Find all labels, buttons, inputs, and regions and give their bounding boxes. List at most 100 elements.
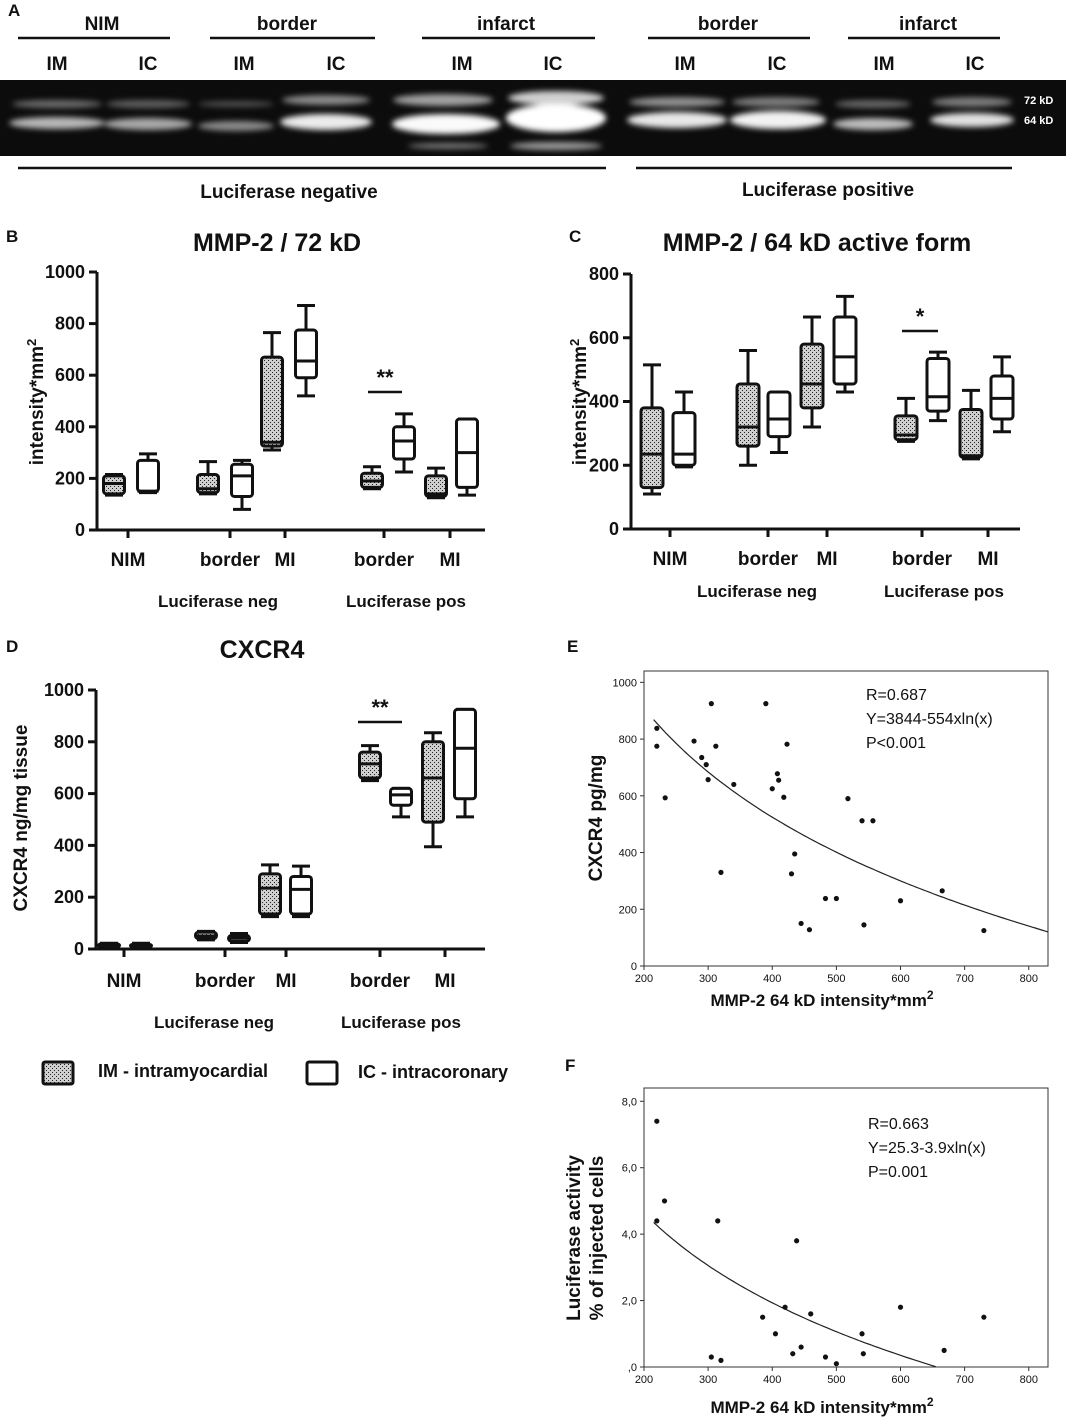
- data-point: [870, 818, 876, 824]
- data-point: [654, 725, 660, 731]
- data-point: [939, 888, 945, 894]
- data-point: [654, 1118, 660, 1124]
- x-tick-label: 400: [763, 973, 781, 985]
- x-category-label: border: [200, 550, 261, 571]
- lane-label: IM: [46, 54, 67, 75]
- panel-letter-a: A: [8, 1, 20, 20]
- box-iqr: [958, 407, 984, 459]
- data-point: [790, 1351, 796, 1357]
- y-tick-label: 0: [631, 961, 637, 973]
- lane-label: IC: [139, 54, 158, 75]
- x-category-label: MI: [434, 971, 455, 992]
- box-border-ic: [766, 390, 792, 454]
- x-tick-label: 400: [763, 1374, 781, 1386]
- y-tick-label: 1000: [45, 262, 85, 282]
- panel-letter-b: B: [6, 227, 18, 246]
- box-border-im: [360, 465, 384, 491]
- blot-image: 72 kD 64 kD: [0, 80, 1066, 156]
- box-NIM-im: [97, 941, 121, 950]
- data-point: [833, 895, 839, 902]
- chart-e-x-label: MMP-2 64 kD intensity*mm2: [710, 988, 933, 1010]
- data-point: [822, 895, 829, 902]
- data-point: [794, 1238, 800, 1244]
- box-iqr: [735, 382, 761, 448]
- legend-swatch-im: [41, 1060, 75, 1086]
- box-border-im: [893, 396, 919, 443]
- box-iqr: [392, 425, 416, 461]
- y-tick-label: 6,0: [622, 1163, 637, 1175]
- data-point: [718, 1357, 724, 1363]
- x-tick-label: 300: [699, 973, 717, 985]
- y-tick-label: 600: [55, 365, 85, 385]
- y-tick-label: 400: [55, 417, 85, 437]
- box-NIM-ic: [129, 941, 153, 950]
- lane-label: IM: [233, 54, 254, 75]
- data-point: [798, 1344, 804, 1350]
- box-border-ic: [392, 412, 416, 474]
- data-point: [859, 818, 865, 824]
- chart-c-y-label: intensity*mm2: [567, 339, 592, 466]
- blot-group-border-neg: border: [257, 14, 318, 35]
- y-tick-label: 400: [619, 848, 637, 860]
- blot-group-border-pos: border: [698, 14, 759, 35]
- box-MI-ic: [832, 294, 858, 394]
- box-border-ic: [389, 786, 413, 819]
- x-category-label: border: [892, 549, 953, 570]
- box-iqr: [289, 874, 313, 916]
- x-tick-label: 700: [955, 1374, 973, 1386]
- x-tick-label: 200: [635, 1374, 653, 1386]
- data-point: [897, 1304, 904, 1310]
- box-iqr: [421, 740, 445, 824]
- chart-d-y-label: CXCR4 ng/mg tissue: [11, 725, 32, 912]
- box-iqr: [799, 342, 825, 410]
- data-point: [654, 743, 660, 749]
- data-point: [699, 754, 705, 761]
- significance-marker: **: [376, 365, 394, 390]
- y-tick-label: 600: [619, 791, 637, 803]
- data-point: [860, 1351, 866, 1357]
- x-category-label: NIM: [111, 550, 146, 571]
- chart-b: 0 200 400 600 800 1000 NIM border MI border MI **: [45, 262, 485, 571]
- box-MI-im: [421, 731, 445, 849]
- x-tick-label: 500: [827, 973, 845, 985]
- x-category-label: border: [350, 971, 411, 992]
- data-point: [798, 920, 804, 927]
- box-iqr: [389, 786, 413, 807]
- box-border-ic: [227, 931, 251, 945]
- y-tick-label: 2,0: [622, 1296, 637, 1308]
- lane-label: IC: [768, 54, 787, 75]
- y-tick-label: 800: [619, 734, 637, 746]
- box-MI-ic: [294, 304, 318, 398]
- box-iqr: [766, 390, 792, 439]
- band-label-64kd: 64 kD: [1024, 115, 1053, 127]
- lane-label: IM: [674, 54, 695, 75]
- y-tick-label: ,0: [628, 1362, 637, 1374]
- x-category-label: border: [738, 549, 799, 570]
- legend-swatch-ic: [305, 1060, 339, 1086]
- data-point: [718, 869, 724, 875]
- data-point: [703, 762, 709, 768]
- data-point: [654, 1218, 660, 1224]
- data-point: [782, 1304, 788, 1310]
- data-point: [861, 922, 867, 928]
- blot-group-nim: NIM: [85, 14, 120, 35]
- chart-b-y-label: intensity*mm2: [24, 339, 49, 466]
- x-tick-label: 200: [635, 973, 653, 985]
- y-tick-label: 200: [589, 455, 619, 475]
- box-iqr: [832, 315, 858, 386]
- box-MI-ic: [453, 707, 477, 819]
- panel-letter-d: D: [6, 637, 18, 656]
- box-MI-im: [799, 315, 825, 429]
- y-tick-label: 400: [589, 392, 619, 412]
- y-tick-label: 400: [54, 835, 84, 855]
- box-NIM-ic: [136, 452, 160, 495]
- band-label-72kd: 72 kD: [1024, 95, 1053, 107]
- legend-label-ic: IC - intracoronary: [358, 1062, 508, 1082]
- x-category-label: border: [195, 971, 256, 992]
- box-MI-im: [958, 388, 984, 461]
- data-point: [941, 1347, 947, 1353]
- chart-e-y-label: CXCR4 pg/mg: [586, 755, 607, 882]
- x-category-label: MI: [275, 971, 296, 992]
- chart-e-annotation-p: P<0.001: [866, 735, 926, 752]
